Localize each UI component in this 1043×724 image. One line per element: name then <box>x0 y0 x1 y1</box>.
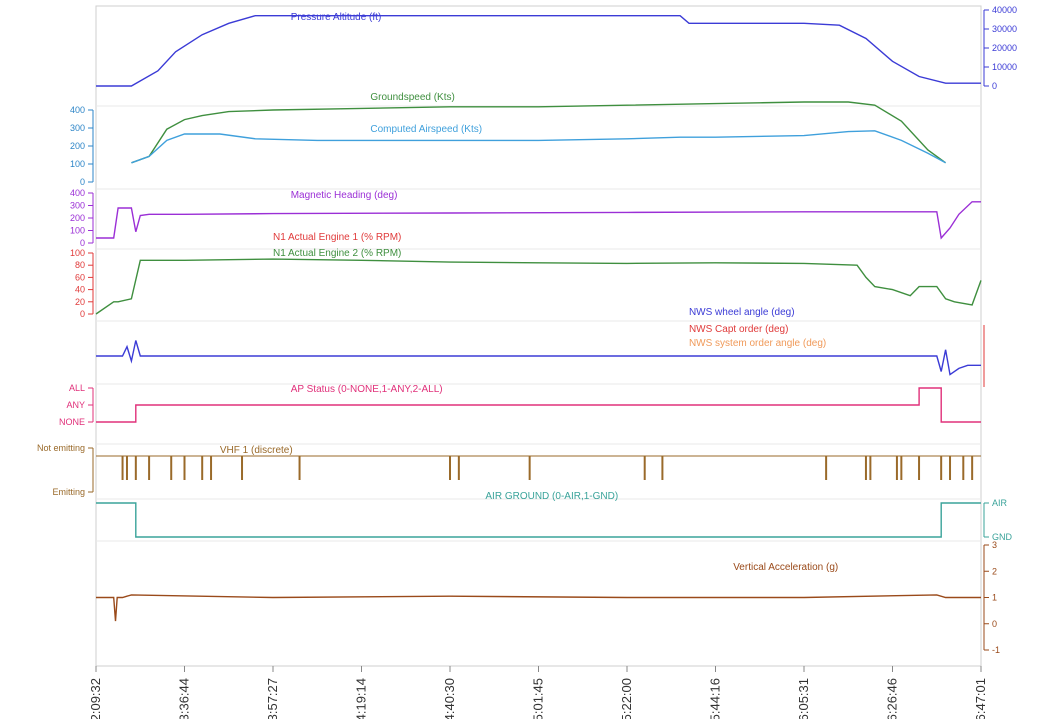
speed-tick-label: 300 <box>70 123 85 133</box>
x-tick-label: 02:09:32 <box>88 678 103 719</box>
n1-tick-label: 0 <box>80 309 85 319</box>
vacc-tick-label: -1 <box>992 645 1000 655</box>
n1-tick-label: 20 <box>75 297 85 307</box>
airgnd-label: AIR GROUND (0-AIR,1-GND) <box>485 491 618 502</box>
vacc-label: Vertical Acceleration (g) <box>733 562 838 573</box>
nws-label: NWS wheel angle (deg) <box>689 307 795 318</box>
altitude-series-0 <box>96 14 981 87</box>
airgnd-tick-label: AIR <box>992 498 1008 508</box>
heading-label: Magnetic Heading (deg) <box>291 190 398 201</box>
heading-tick-label: 200 <box>70 213 85 223</box>
heading-tick-label: 400 <box>70 188 85 198</box>
ap-tick-label: ALL <box>69 383 85 393</box>
x-tick-label: 05:22:00 <box>619 678 634 719</box>
speed-series-0 <box>131 101 947 164</box>
airgnd-tick-label: GND <box>992 532 1013 542</box>
n1-label: N1 Actual Engine 1 (% RPM) <box>273 232 401 243</box>
airgnd-series-0 <box>96 502 981 538</box>
plot-frame <box>95 5 982 667</box>
vhf-label: VHF 1 (discrete) <box>220 445 293 456</box>
n1-tick-label: 60 <box>75 272 85 282</box>
speed-tick-label: 200 <box>70 141 85 151</box>
vhf-tick-label: Emitting <box>52 487 85 497</box>
nws-label-2: NWS Capt order (deg) <box>689 324 788 335</box>
speed-tick-label: 100 <box>70 159 85 169</box>
n1-tick-label: 100 <box>70 248 85 258</box>
ap-tick-label: NONE <box>59 417 85 427</box>
altitude-tick-label: 10000 <box>992 62 1017 72</box>
n1-series-0 <box>95 258 982 315</box>
heading-tick-label: 0 <box>80 238 85 248</box>
vacc-tick-label: 1 <box>992 593 997 603</box>
heading-series-0 <box>96 201 981 240</box>
vacc-tick-label: 3 <box>992 540 997 550</box>
speed-label-2: Computed Airspeed (Kts) <box>370 124 482 135</box>
speed-tick-label: 0 <box>80 177 85 187</box>
altitude-tick-label: 0 <box>992 81 997 91</box>
speed-tick-label: 400 <box>70 105 85 115</box>
heading-tick-label: 100 <box>70 226 85 236</box>
speed-label: Groundspeed (Kts) <box>370 92 455 103</box>
altitude-tick-label: 40000 <box>992 5 1017 15</box>
altitude-tick-label: 30000 <box>992 24 1017 34</box>
x-tick-label: 06:26:46 <box>885 678 900 719</box>
ap-series-0 <box>96 387 981 423</box>
x-tick-label: 03:57:27 <box>265 678 280 719</box>
vacc-tick-label: 2 <box>992 566 997 576</box>
n1-label-2: N1 Actual Engine 2 (% RPM) <box>273 248 401 259</box>
x-tick-label: 04:40:30 <box>442 678 457 719</box>
altitude-label: Pressure Altitude (ft) <box>291 12 382 23</box>
heading-tick-label: 300 <box>70 201 85 211</box>
x-tick-label: 05:01:45 <box>531 678 546 719</box>
x-tick-label: 06:47:01 <box>973 678 988 719</box>
vhf-tick-label: Not emitting <box>37 443 85 453</box>
ap-label: AP Status (0-NONE,1-ANY,2-ALL) <box>291 384 443 395</box>
n1-tick-label: 40 <box>75 285 85 295</box>
nws-label-3: NWS system order angle (deg) <box>689 338 826 349</box>
vacc-tick-label: 0 <box>992 619 997 629</box>
x-tick-label: 05:44:16 <box>708 678 723 719</box>
vacc-series-0 <box>96 594 981 622</box>
nws-series-0 <box>96 340 981 376</box>
x-tick-label: 03:36:44 <box>177 678 192 719</box>
ap-tick-label: ANY <box>66 400 85 410</box>
n1-tick-label: 80 <box>75 260 85 270</box>
x-tick-label: 06:05:31 <box>796 678 811 719</box>
speed-series-1 <box>131 130 946 164</box>
altitude-tick-label: 20000 <box>992 43 1017 53</box>
x-tick-label: 04:19:14 <box>354 678 369 719</box>
